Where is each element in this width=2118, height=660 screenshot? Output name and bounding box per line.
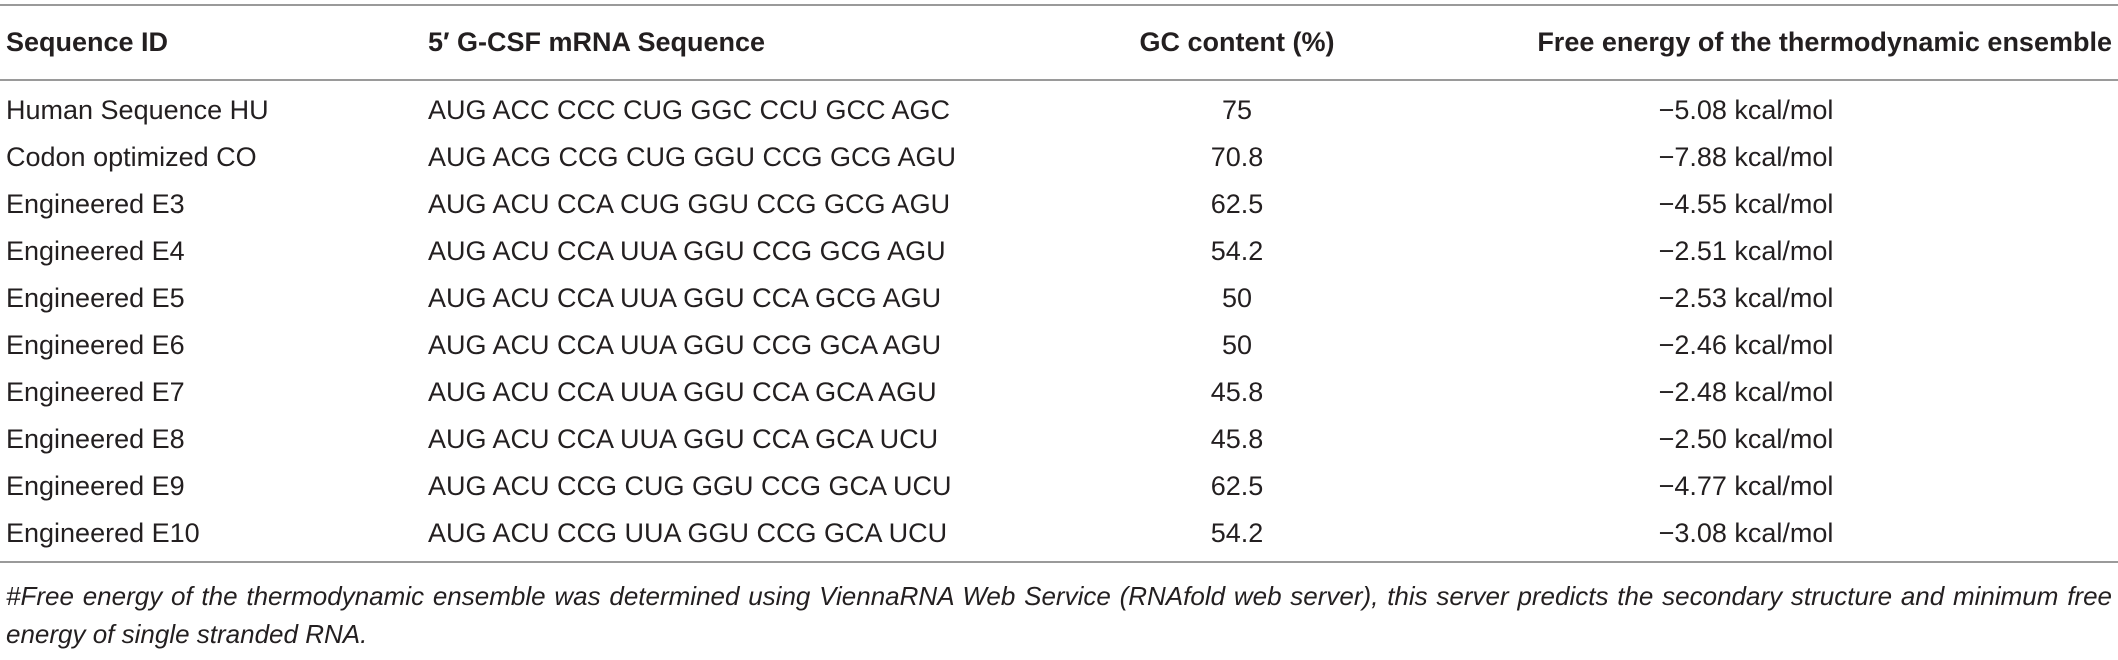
- cell-mrna-sequence: AUG ACU CCA UUA GGU CCG GCA AGU: [428, 330, 942, 360]
- cell-sequence-id: Engineered E7: [6, 377, 185, 407]
- cell-sequence-id: Codon optimized CO: [6, 142, 257, 172]
- cell-free-energy: −2.48 kcal/mol: [1658, 377, 1834, 407]
- table-row: Engineered E10 AUG ACU CCG UUA GGU CCG GC…: [0, 510, 2118, 562]
- cell-sequence-id: Engineered E4: [6, 236, 185, 266]
- cell-gc-content: 62.5: [1210, 471, 1264, 501]
- cell-free-energy: −4.77 kcal/mol: [1658, 471, 1834, 501]
- cell-free-energy: −2.50 kcal/mol: [1658, 424, 1834, 454]
- cell-gc-content: 75: [1221, 95, 1253, 125]
- cell-sequence-id: Engineered E6: [6, 330, 185, 360]
- cell-free-energy: −2.53 kcal/mol: [1658, 283, 1834, 313]
- cell-mrna-sequence: AUG ACG CCG CUG GGU CCG GCG AGU: [428, 142, 957, 172]
- cell-sequence-id: Human Sequence HU: [6, 95, 269, 125]
- cell-free-energy: −7.88 kcal/mol: [1658, 142, 1834, 172]
- cell-free-energy: −2.51 kcal/mol: [1658, 236, 1834, 266]
- cell-gc-content: 50: [1221, 330, 1253, 360]
- cell-gc-content: 45.8: [1210, 377, 1264, 407]
- table-header: Sequence ID 5′ G-CSF mRNA Sequence GC co…: [0, 5, 2118, 80]
- header-gc-content: GC content (%): [1139, 27, 1335, 57]
- table-row: Engineered E8 AUG ACU CCA UUA GGU CCA GCA…: [0, 416, 2118, 463]
- header-mrna-sequence: 5′ G-CSF mRNA Sequence: [428, 27, 766, 57]
- table-row: Engineered E9 AUG ACU CCG CUG GGU CCG GCA…: [0, 463, 2118, 510]
- table-row: Engineered E7 AUG ACU CCA UUA GGU CCA GCA…: [0, 369, 2118, 416]
- cell-free-energy: −2.46 kcal/mol: [1658, 330, 1834, 360]
- header-sequence-id: Sequence ID: [6, 27, 169, 57]
- cell-sequence-id: Engineered E9: [6, 471, 185, 501]
- table-row: Engineered E5 AUG ACU CCA UUA GGU CCA GCG…: [0, 275, 2118, 322]
- cell-mrna-sequence: AUG ACU CCA CUG GGU CCG GCG AGU: [428, 189, 951, 219]
- table-row: Engineered E6 AUG ACU CCA UUA GGU CCG GCA…: [0, 322, 2118, 369]
- table-body: Human Sequence HU AUG ACC CCC CUG GGC CCU…: [0, 80, 2118, 562]
- sequence-table: Sequence ID 5′ G-CSF mRNA Sequence GC co…: [0, 4, 2118, 563]
- table-row: Human Sequence HU AUG ACC CCC CUG GGC CCU…: [0, 80, 2118, 134]
- cell-mrna-sequence: AUG ACU CCA UUA GGU CCA GCA UCU: [428, 424, 939, 454]
- cell-gc-content: 54.2: [1210, 518, 1264, 548]
- cell-gc-content: 62.5: [1210, 189, 1264, 219]
- table-footnote: #Free energy of the thermodynamic ensemb…: [6, 581, 2112, 649]
- cell-mrna-sequence: AUG ACC CCC CUG GGC CCU GCC AGC: [428, 95, 951, 125]
- cell-gc-content: 54.2: [1210, 236, 1264, 266]
- cell-mrna-sequence: AUG ACU CCG CUG GGU CCG GCA UCU: [428, 471, 952, 501]
- cell-free-energy: −5.08 kcal/mol: [1658, 95, 1834, 125]
- cell-sequence-id: Engineered E5: [6, 283, 185, 313]
- cell-mrna-sequence: AUG ACU CCA UUA GGU CCG GCG AGU: [428, 236, 946, 266]
- table-row: Engineered E3 AUG ACU CCA CUG GGU CCG GCG…: [0, 181, 2118, 228]
- table-row: Engineered E4 AUG ACU CCA UUA GGU CCG GCG…: [0, 228, 2118, 275]
- cell-mrna-sequence: AUG ACU CCA UUA GGU CCA GCA AGU: [428, 377, 937, 407]
- cell-free-energy: −4.55 kcal/mol: [1658, 189, 1834, 219]
- cell-gc-content: 70.8: [1210, 142, 1264, 172]
- cell-sequence-id: Engineered E10: [6, 518, 200, 548]
- header-free-energy: Free energy of the thermodynamic ensembl…: [1537, 27, 2112, 57]
- cell-sequence-id: Engineered E3: [6, 189, 185, 219]
- header-row: Sequence ID 5′ G-CSF mRNA Sequence GC co…: [0, 5, 2118, 80]
- cell-sequence-id: Engineered E8: [6, 424, 185, 454]
- cell-gc-content: 50: [1221, 283, 1253, 313]
- cell-mrna-sequence: AUG ACU CCG UUA GGU CCG GCA UCU: [428, 518, 948, 548]
- table-row: Codon optimized CO AUG ACG CCG CUG GGU CC…: [0, 134, 2118, 181]
- cell-free-energy: −3.08 kcal/mol: [1658, 518, 1834, 548]
- cell-mrna-sequence: AUG ACU CCA UUA GGU CCA GCG AGU: [428, 283, 942, 313]
- cell-gc-content: 45.8: [1210, 424, 1264, 454]
